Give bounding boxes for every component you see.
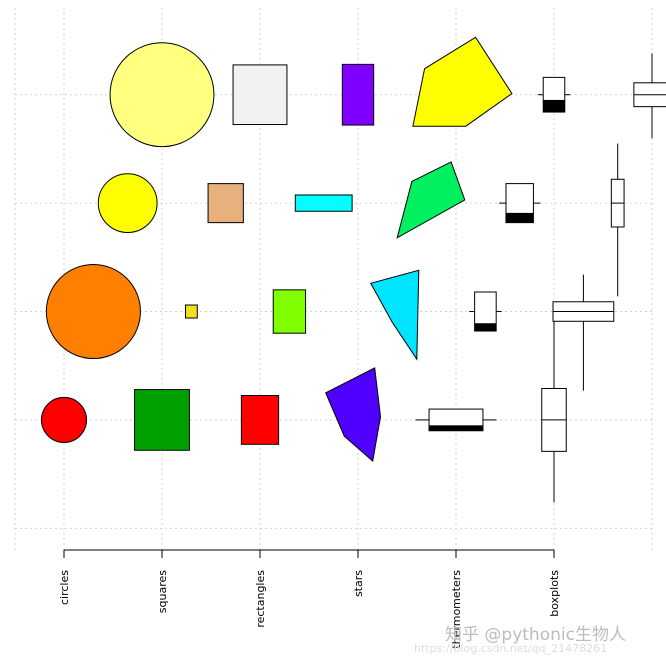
rectangle-symbol	[240, 395, 280, 445]
circle-symbol	[45, 263, 141, 360]
x-tick-label: squares	[156, 570, 169, 613]
star-symbol	[369, 269, 420, 361]
star-symbol	[325, 367, 382, 463]
rectangle-symbol	[341, 63, 375, 126]
circle-symbol	[109, 42, 215, 148]
watermark-text: 知乎 @pythonic生物人	[445, 625, 626, 645]
star-symbol	[412, 36, 513, 127]
square-symbol	[185, 304, 198, 319]
square-symbol	[232, 64, 288, 126]
rectangle-symbol	[294, 194, 353, 212]
circle-symbol	[97, 173, 158, 234]
thermometer-fill	[474, 323, 497, 332]
square-symbol	[207, 183, 244, 224]
x-tick-label: thermometers	[450, 570, 463, 649]
thermometer-fill	[429, 425, 483, 431]
circle-symbol	[40, 396, 88, 443]
thermometer-fill	[543, 99, 565, 113]
x-tick-label: boxplots	[548, 570, 561, 617]
rectangle-symbol	[272, 289, 307, 334]
star-symbol	[396, 161, 466, 239]
x-tick-label: stars	[352, 570, 365, 597]
watermark-url: https://blog.csdn.net/qq_21478261	[414, 642, 607, 655]
x-tick-label: circles	[58, 570, 71, 605]
chart-marks	[40, 36, 666, 503]
x-tick-label: rectangles	[254, 570, 267, 628]
square-symbol	[134, 389, 190, 451]
x-axis: circles squares rectangles stars thermometer…	[58, 549, 561, 649]
thermometer-fill	[505, 212, 534, 223]
